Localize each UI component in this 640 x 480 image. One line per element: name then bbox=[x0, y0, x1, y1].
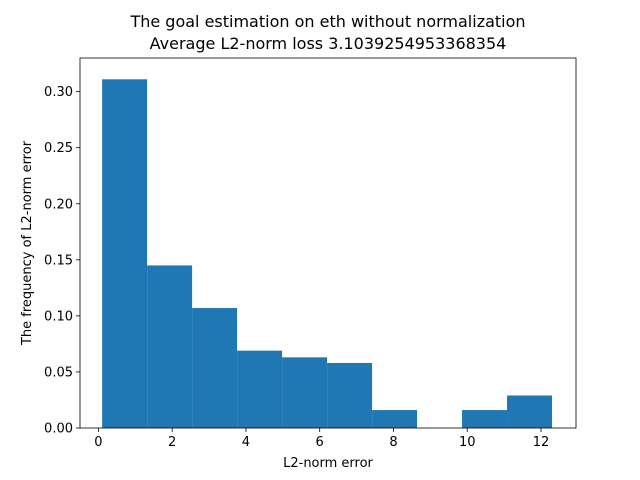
bars-group bbox=[102, 79, 553, 428]
histogram-bar bbox=[102, 79, 148, 428]
chart-title: The goal estimation on eth without norma… bbox=[129, 12, 525, 31]
x-tick-label: 4 bbox=[242, 435, 250, 450]
y-tick-label: 0.00 bbox=[44, 422, 73, 437]
y-tick-label: 0.20 bbox=[44, 197, 73, 212]
histogram-bar bbox=[147, 265, 193, 428]
y-tick-label: 0.10 bbox=[44, 309, 73, 324]
histogram-bar bbox=[237, 350, 283, 428]
histogram-bar bbox=[462, 410, 508, 428]
x-tick-label: 0 bbox=[94, 435, 102, 450]
x-tick-label: 12 bbox=[533, 435, 550, 450]
histogram-bar bbox=[507, 395, 553, 428]
chart-subtitle: Average L2-norm loss 3.1039254953368354 bbox=[150, 34, 507, 53]
x-tick-label: 6 bbox=[316, 435, 324, 450]
histogram-bar bbox=[327, 362, 373, 428]
y-axis-ticks: 0.00 0.05 0.10 0.15 0.20 0.25 0.30 bbox=[44, 85, 80, 437]
x-axis-ticks: 0 2 4 6 8 10 12 bbox=[94, 428, 549, 450]
y-tick-label: 0.30 bbox=[44, 85, 73, 100]
histogram-bar bbox=[372, 410, 418, 428]
y-tick-label: 0.15 bbox=[44, 253, 73, 268]
x-tick-label: 10 bbox=[459, 435, 476, 450]
histogram-bar bbox=[282, 357, 328, 428]
y-axis-label: The frequency of L2-norm error bbox=[20, 140, 35, 346]
histogram-bar bbox=[192, 308, 238, 428]
y-tick-label: 0.25 bbox=[44, 141, 73, 156]
plot-frame bbox=[79, 57, 577, 429]
x-tick-label: 8 bbox=[389, 435, 397, 450]
x-axis-label: L2-norm error bbox=[283, 456, 373, 471]
x-tick-label: 2 bbox=[168, 435, 176, 450]
y-tick-label: 0.05 bbox=[44, 365, 73, 380]
